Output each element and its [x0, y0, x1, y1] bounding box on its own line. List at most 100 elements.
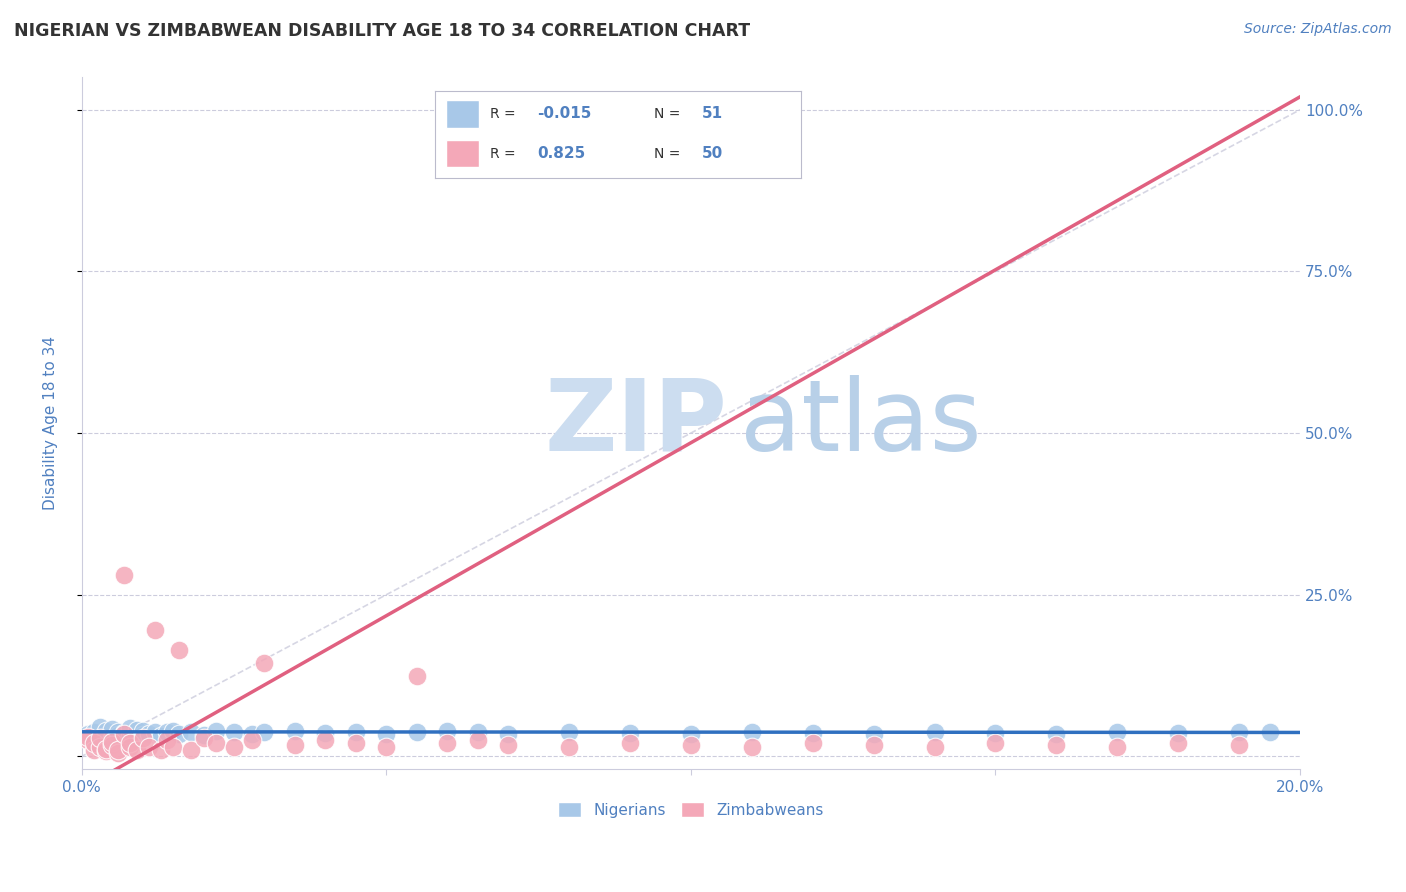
Point — [240, 733, 263, 747]
Point — [120, 739, 142, 754]
Legend: Nigerians, Zimbabweans: Nigerians, Zimbabweans — [553, 796, 830, 824]
Point — [162, 739, 184, 754]
Point — [741, 739, 763, 754]
Point — [112, 568, 135, 582]
Point — [314, 733, 336, 747]
Point — [94, 744, 117, 758]
Point — [143, 624, 166, 638]
Point — [204, 736, 226, 750]
Point — [496, 727, 519, 741]
Point — [984, 726, 1007, 740]
Point — [138, 727, 160, 741]
Point — [76, 727, 98, 741]
Point — [180, 743, 202, 757]
Point — [89, 730, 111, 744]
Point — [679, 727, 702, 741]
Point — [619, 736, 641, 750]
Point — [83, 743, 105, 757]
Point — [107, 743, 129, 757]
Point — [344, 736, 367, 750]
Point — [156, 733, 179, 747]
Point — [222, 739, 245, 754]
Point — [1107, 739, 1129, 754]
Point — [862, 727, 884, 741]
Point — [924, 725, 946, 739]
Point — [149, 729, 172, 743]
Point — [101, 723, 124, 737]
Point — [924, 739, 946, 754]
Point — [89, 720, 111, 734]
Point — [284, 723, 307, 738]
Point — [83, 736, 105, 750]
Point — [156, 725, 179, 739]
Point — [167, 642, 190, 657]
Point — [101, 738, 124, 752]
Point — [240, 727, 263, 741]
Point — [83, 724, 105, 739]
Point — [112, 731, 135, 745]
Point — [112, 726, 135, 740]
Point — [1167, 726, 1189, 740]
Point — [436, 723, 458, 738]
Point — [1227, 724, 1250, 739]
Point — [1258, 725, 1281, 739]
Point — [120, 736, 142, 750]
Point — [558, 724, 581, 739]
Point — [94, 723, 117, 738]
Point — [149, 743, 172, 757]
Point — [76, 730, 98, 744]
Point — [405, 668, 427, 682]
Point — [558, 739, 581, 754]
Point — [222, 725, 245, 739]
Point — [120, 729, 142, 743]
Point — [314, 726, 336, 740]
Point — [862, 738, 884, 752]
Point — [405, 724, 427, 739]
Point — [94, 741, 117, 756]
Point — [801, 726, 824, 740]
Point — [131, 731, 153, 746]
Point — [107, 728, 129, 742]
Point — [204, 723, 226, 738]
Point — [467, 733, 489, 747]
Y-axis label: Disability Age 18 to 34: Disability Age 18 to 34 — [44, 336, 58, 510]
Point — [253, 656, 276, 670]
Point — [467, 725, 489, 739]
Point — [375, 739, 398, 754]
Point — [253, 724, 276, 739]
Point — [741, 725, 763, 739]
Point — [1227, 738, 1250, 752]
Text: atlas: atlas — [740, 375, 981, 472]
Point — [193, 731, 215, 746]
Point — [619, 726, 641, 740]
Point — [138, 739, 160, 754]
Point — [1045, 738, 1067, 752]
Text: NIGERIAN VS ZIMBABWEAN DISABILITY AGE 18 TO 34 CORRELATION CHART: NIGERIAN VS ZIMBABWEAN DISABILITY AGE 18… — [14, 22, 751, 40]
Point — [89, 731, 111, 746]
Point — [125, 731, 148, 746]
Point — [112, 727, 135, 741]
Point — [162, 723, 184, 738]
Point — [107, 724, 129, 739]
Point — [180, 724, 202, 739]
Point — [101, 731, 124, 746]
Point — [89, 739, 111, 754]
Point — [125, 743, 148, 757]
Point — [120, 721, 142, 735]
Point — [107, 746, 129, 760]
Point — [801, 736, 824, 750]
Point — [193, 728, 215, 742]
Point — [1045, 727, 1067, 741]
Point — [436, 736, 458, 750]
Point — [131, 724, 153, 739]
Point — [76, 733, 98, 747]
Point — [131, 728, 153, 742]
Point — [984, 736, 1007, 750]
Point — [679, 738, 702, 752]
Point — [125, 723, 148, 737]
Point — [496, 738, 519, 752]
Point — [143, 724, 166, 739]
Text: ZIP: ZIP — [544, 375, 727, 472]
Point — [344, 724, 367, 739]
Point — [101, 735, 124, 749]
